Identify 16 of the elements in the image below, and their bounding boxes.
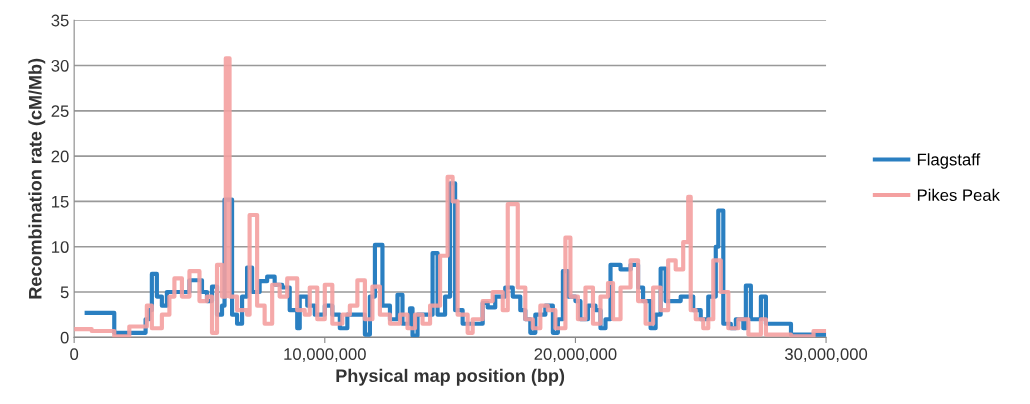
y-tick-label: 10 [52,241,69,253]
legend-label: Pikes Peak [917,188,1000,202]
x-tick-label: 30,000,000 [784,348,868,362]
y-tick-label: 35 [51,14,69,27]
y-tick-label: 30 [51,59,69,72]
x-tick-label: 20,000,000 [534,348,617,362]
y-tick-label: 15 [52,196,69,208]
x-axis-title: Physical map position (bp) [336,368,565,386]
y-axis-title: Recombination rate (cM/Mb) [28,58,46,299]
y-tick-label: 5 [60,286,69,299]
y-tick-label: 0 [60,331,69,344]
y-tick-label: 25 [51,105,69,118]
legend-label: Flagstaff [917,153,981,169]
x-tick-label: 0 [70,348,79,360]
y-tick-label: 20 [51,150,69,163]
x-tick-label: 10,000,000 [284,348,366,362]
